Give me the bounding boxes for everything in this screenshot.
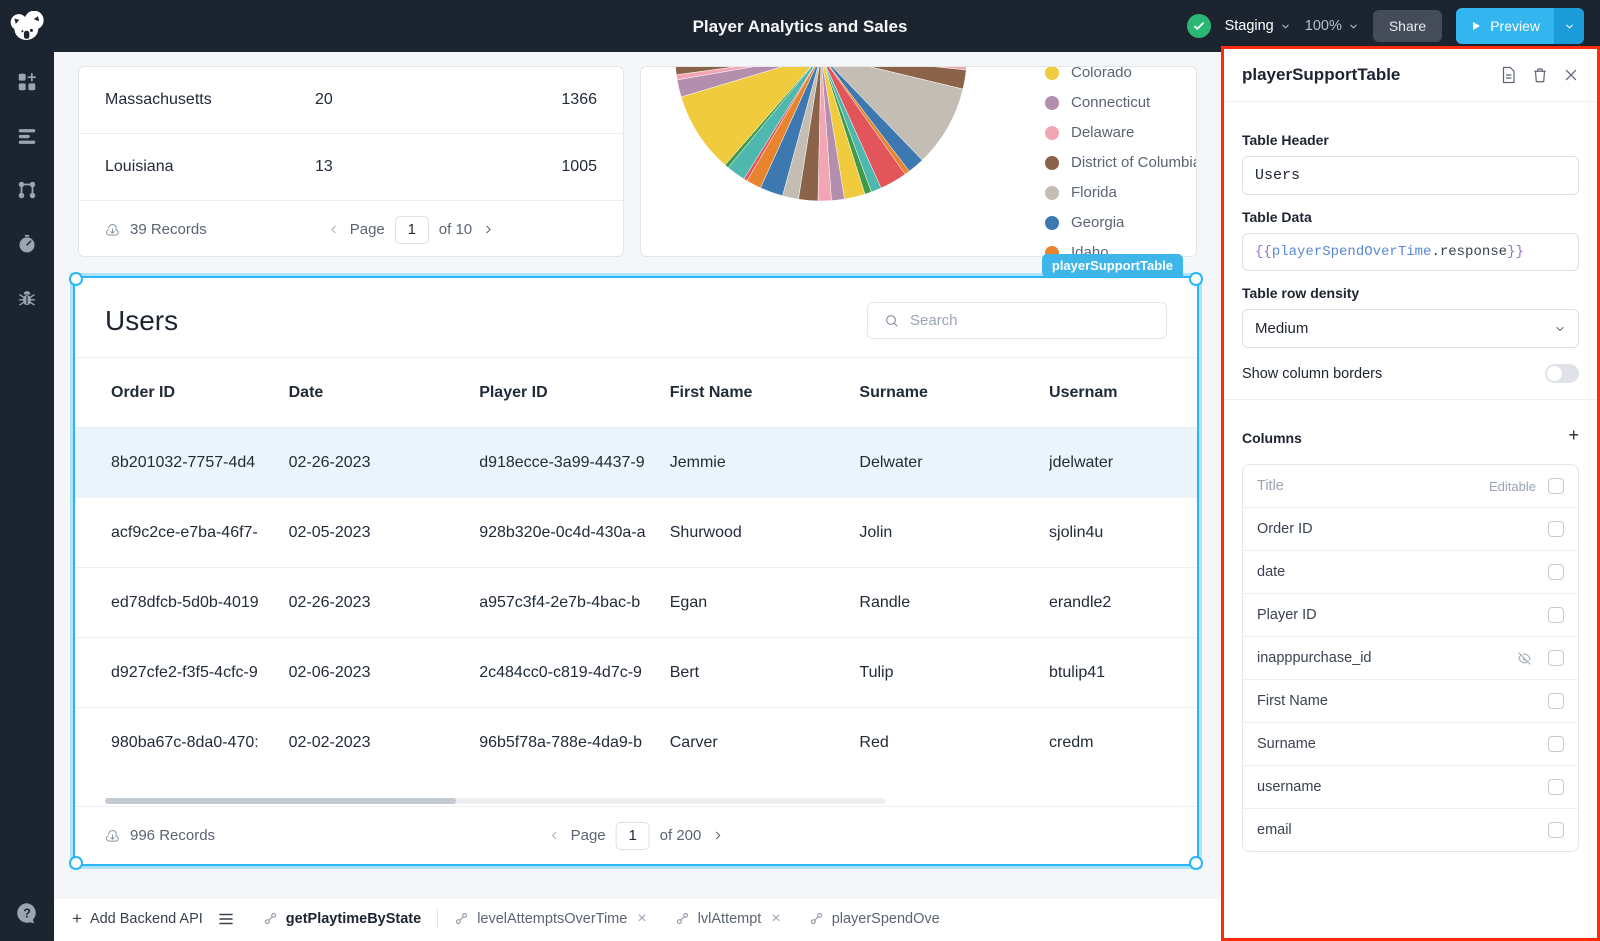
svg-text:?: ? [23, 907, 31, 921]
